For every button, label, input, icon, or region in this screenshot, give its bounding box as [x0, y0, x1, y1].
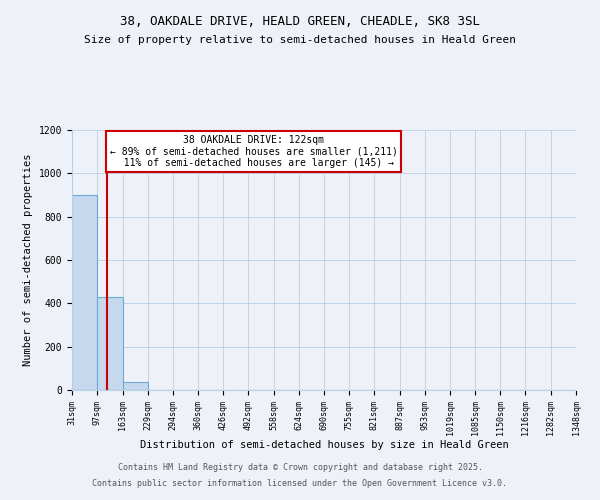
- Text: 38 OAKDALE DRIVE: 122sqm
← 89% of semi-detached houses are smaller (1,211)
  11%: 38 OAKDALE DRIVE: 122sqm ← 89% of semi-d…: [110, 135, 397, 168]
- Bar: [122, 382, 148, 390]
- Bar: [97, 297, 122, 390]
- Text: 38, OAKDALE DRIVE, HEALD GREEN, CHEADLE, SK8 3SL: 38, OAKDALE DRIVE, HEALD GREEN, CHEADLE,…: [120, 15, 480, 28]
- X-axis label: Distribution of semi-detached houses by size in Heald Green: Distribution of semi-detached houses by …: [140, 440, 508, 450]
- Bar: [72, 195, 97, 390]
- Text: Contains public sector information licensed under the Open Government Licence v3: Contains public sector information licen…: [92, 478, 508, 488]
- Text: Size of property relative to semi-detached houses in Heald Green: Size of property relative to semi-detach…: [84, 35, 516, 45]
- Y-axis label: Number of semi-detached properties: Number of semi-detached properties: [23, 154, 33, 366]
- Text: Contains HM Land Registry data © Crown copyright and database right 2025.: Contains HM Land Registry data © Crown c…: [118, 464, 482, 472]
